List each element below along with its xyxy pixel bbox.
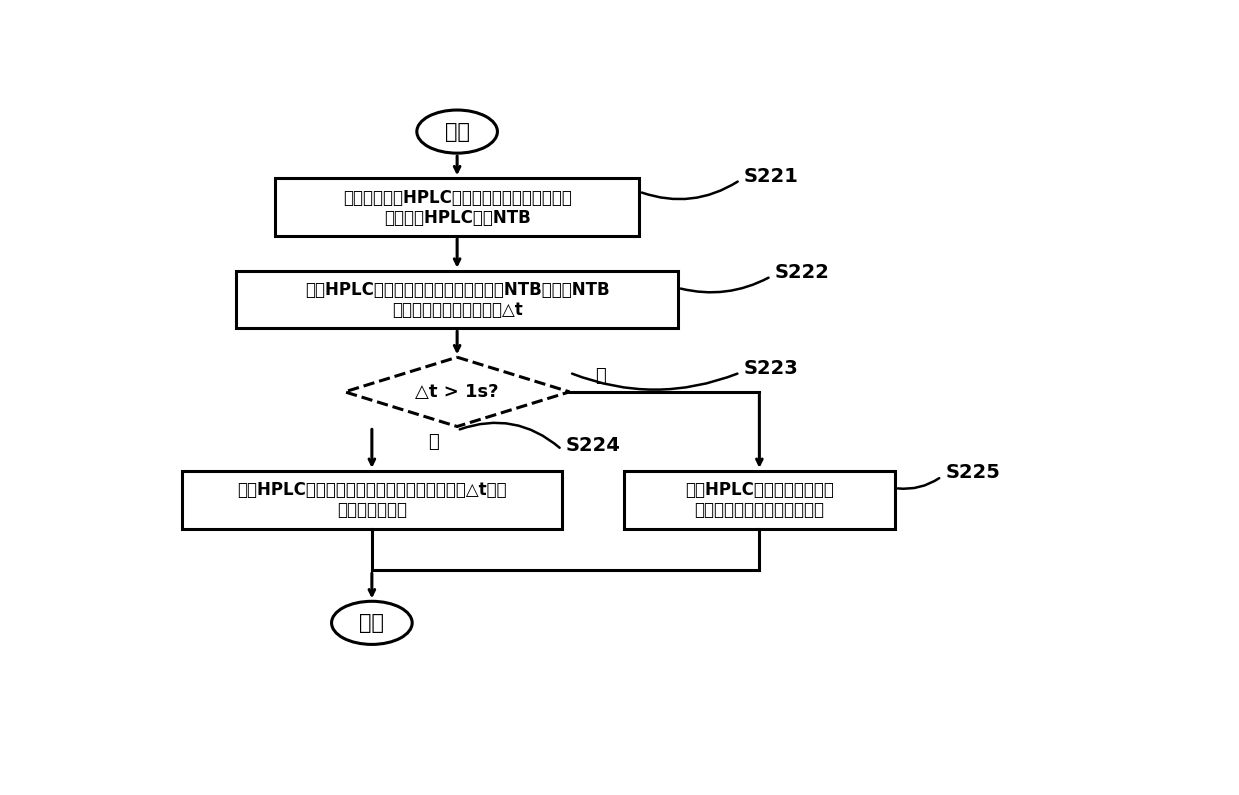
Text: S221: S221	[743, 167, 799, 186]
Text: S222: S222	[774, 263, 830, 282]
Text: 表端HPLC通信模块对接收到: 表端HPLC通信模块对接收到	[685, 482, 834, 499]
Text: 表端HPLC通信模块对接收到智能终端的时间做△t补偿: 表端HPLC通信模块对接收到智能终端的时间做△t补偿	[237, 482, 507, 499]
Bar	[237, 270, 678, 328]
Text: 开始: 开始	[445, 122, 470, 142]
Text: 后调整自身时间: 后调整自身时间	[337, 502, 406, 519]
Text: S223: S223	[743, 359, 799, 378]
Bar	[182, 471, 561, 529]
Text: 智能终端通过HPLC电力线高速载波下发终端时: 智能终端通过HPLC电力线高速载波下发终端时	[343, 188, 571, 207]
Text: S224: S224	[566, 436, 621, 456]
Text: S225: S225	[945, 463, 1000, 483]
Bar	[623, 471, 895, 529]
Text: 表端HPLC通信模块将接收到的路由模块NTB与自身NTB: 表端HPLC通信模块将接收到的路由模块NTB与自身NTB	[305, 281, 610, 299]
Text: 进行差値计算出传输时延△t: 进行差値计算出传输时延△t	[392, 301, 523, 320]
Text: 结束: 结束	[359, 613, 384, 633]
Polygon shape	[344, 357, 570, 426]
Text: 否: 否	[595, 367, 606, 386]
Bar	[275, 178, 639, 236]
Text: 间和路由HPLC模块NTB: 间和路由HPLC模块NTB	[384, 209, 530, 227]
Text: 是: 是	[429, 433, 440, 451]
Ellipse shape	[416, 110, 497, 153]
Text: 智能终端的时间调整自身时间: 智能终端的时间调整自身时间	[694, 502, 824, 519]
Ellipse shape	[332, 601, 413, 645]
Text: △t > 1s?: △t > 1s?	[415, 383, 499, 401]
